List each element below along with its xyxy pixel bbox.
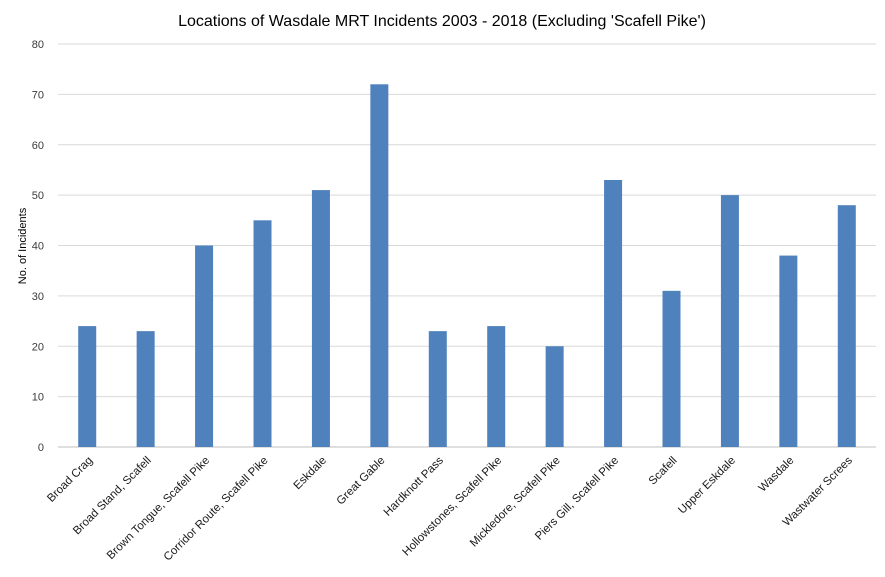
bar [487,326,506,447]
x-tick-label: Eskdale [292,455,329,492]
y-axis-ticks: 0 10 20 30 40 50 60 70 80 [32,39,44,454]
bar [662,290,681,447]
x-tick-label: Hollowstones, Scafell Pike [400,455,504,559]
bar [78,326,97,447]
bar [311,190,330,447]
bar [545,346,564,447]
y-tick-label: 30 [32,291,44,303]
y-tick-label: 10 [32,392,44,404]
bar [370,84,389,448]
bar [136,331,155,447]
bar [195,245,214,447]
x-tick-label: Great Gable [335,455,388,508]
gridlines [58,43,876,448]
bar [604,180,623,447]
x-tick-label: Hardknott Pass [382,454,446,518]
x-tick-label: Upper Eskdale [676,455,738,517]
y-tick-label: 60 [32,140,44,152]
x-tick-label: Corridor Route, Scafell Pike [162,455,271,564]
bar [720,195,739,447]
x-tick-label: Brown Tongue, Scafell Pike [105,455,212,562]
x-tick-label: Wasdale [757,455,797,495]
y-tick-label: 80 [32,39,44,51]
bar [253,220,272,447]
x-tick-label: Scafell [647,455,680,488]
bar [837,205,856,447]
bar [428,331,447,447]
bar [779,255,798,447]
chart-title: Locations of Wasdale MRT Incidents 2003 … [178,13,706,30]
y-tick-label: 0 [38,442,44,454]
x-tick-label: Broad Crag [45,455,95,505]
y-tick-label: 40 [32,241,44,253]
y-tick-label: 50 [32,190,44,202]
y-axis-label: No. of Incidents [17,207,29,284]
y-tick-label: 70 [32,89,44,101]
bars [78,84,856,448]
y-tick-label: 20 [32,341,44,353]
